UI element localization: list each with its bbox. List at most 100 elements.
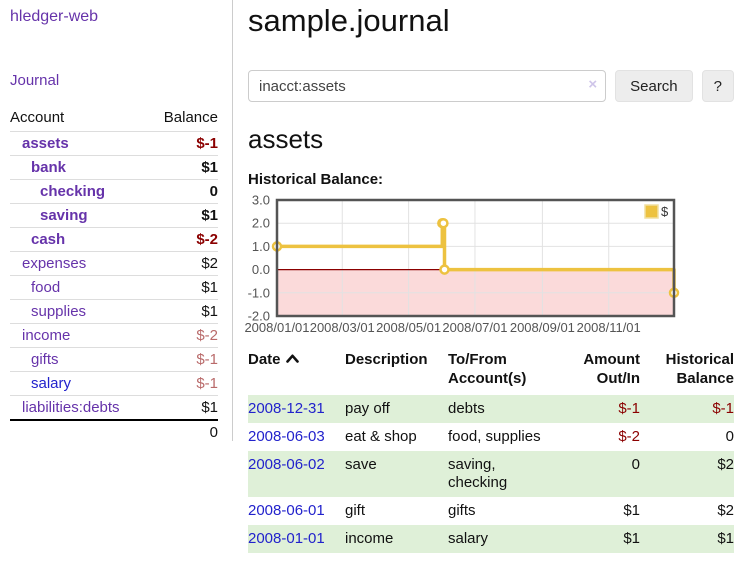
legend-swatch — [644, 204, 659, 219]
register-header-description: Description — [345, 350, 448, 395]
account-link-food[interactable]: food — [31, 279, 61, 296]
transaction-date-link[interactable]: 2008-12-31 — [248, 400, 325, 417]
register-header-tofrom: To/From Account(s) — [448, 350, 558, 395]
account-balance: $-1 — [196, 375, 218, 392]
account-row: bank $1 — [10, 155, 218, 180]
register-row: 2008-06-03 eat & shop food, supplies $-2 0 — [248, 423, 734, 451]
account-row: food $1 — [10, 275, 218, 300]
account-balance: $2 — [201, 255, 218, 272]
sidebar: hledger-web Journal Account Balance asse… — [0, 0, 226, 444]
transaction-amount: $-1 — [618, 400, 640, 417]
header-label: Date — [248, 351, 281, 368]
account-balance: $1 — [201, 399, 218, 416]
plot-border — [275, 198, 676, 318]
brand-link[interactable]: hledger-web — [10, 8, 99, 25]
account-row: checking 0 — [10, 179, 218, 204]
y-axis-label: -2.0 — [248, 309, 270, 324]
transaction-date-link[interactable]: 2008-06-01 — [248, 502, 325, 519]
x-axis-label: 2008/01/01 — [244, 320, 309, 334]
account-row: liabilities:debts $1 — [10, 395, 218, 421]
account-row: salary $-1 — [10, 371, 218, 396]
transaction-balance: 0 — [725, 428, 734, 445]
transaction-description: gift — [345, 502, 366, 519]
x-axis-label: 2008/11/01 — [577, 320, 641, 334]
register-header-row: Date Description To/From Account(s) Amount Ou… — [248, 350, 734, 395]
search-button[interactable]: Search — [615, 70, 693, 102]
header-label: To/From — [448, 351, 507, 368]
accounts-total-row: 0 — [10, 420, 218, 444]
header-label: Amount — [583, 351, 640, 368]
account-link-liabilities:debts[interactable]: liabilities:debts — [22, 399, 120, 416]
account-link-saving[interactable]: saving — [40, 207, 88, 224]
header-label: Out/In — [596, 370, 640, 387]
transaction-amount: $1 — [623, 502, 640, 519]
account-link-gifts[interactable]: gifts — [31, 351, 59, 368]
data-point-marker — [439, 264, 450, 275]
y-axis-label: 3.0 — [252, 194, 270, 208]
transaction-accounts: debts — [448, 400, 485, 417]
account-balance: $1 — [201, 207, 218, 224]
y-axis-label: 0.0 — [252, 262, 270, 277]
transaction-accounts: saving, checking — [448, 456, 508, 491]
x-axis-label: 2008/03/01 — [310, 320, 375, 334]
search-input[interactable] — [248, 70, 607, 102]
search-bar: × Search ? — [248, 70, 734, 102]
accounts-header-balance: Balance — [163, 109, 218, 126]
account-row: saving $1 — [10, 203, 218, 228]
header-label: Description — [345, 351, 428, 368]
account-balance: $-1 — [196, 135, 218, 152]
transaction-amount: $1 — [623, 530, 640, 547]
data-point-marker — [438, 217, 449, 229]
account-link-income[interactable]: income — [22, 327, 71, 344]
account-balance: $-1 — [196, 351, 218, 368]
transaction-balance: $2 — [717, 502, 734, 519]
register-header-date[interactable]: Date — [248, 350, 345, 395]
transaction-accounts: food, supplies — [448, 428, 541, 445]
account-link-salary[interactable]: salary — [31, 375, 72, 392]
transaction-date-link[interactable]: 2008-06-02 — [248, 456, 325, 473]
y-axis-label: 1.0 — [252, 239, 270, 254]
main-content: sample.journal × Search ? assets Histori… — [244, 0, 734, 553]
help-button[interactable]: ? — [701, 70, 734, 102]
header-label: Balance — [676, 370, 734, 387]
transaction-balance: $1 — [717, 530, 734, 547]
account-row: assets $-1 — [10, 131, 218, 156]
account-balance: $-2 — [196, 231, 218, 248]
legend-label: $ — [661, 204, 669, 219]
x-axis-label: 2008/07/01 — [442, 320, 507, 334]
account-link-expenses[interactable]: expenses — [22, 255, 87, 272]
transaction-description: pay off — [345, 400, 390, 417]
search-field-wrap: × — [248, 70, 607, 102]
account-link-supplies[interactable]: supplies — [31, 303, 87, 320]
account-balance: $1 — [201, 279, 218, 296]
page-title: sample.journal — [248, 3, 450, 38]
account-link-assets[interactable]: assets — [22, 135, 69, 152]
register-header-amount: Amount Out/In — [558, 350, 640, 395]
register-row: 2008-12-31 pay off debts $-1 $-1 — [248, 395, 734, 423]
accounts-total-balance: 0 — [209, 424, 218, 441]
sort-asc-icon — [285, 354, 299, 363]
account-row: gifts $-1 — [10, 347, 218, 372]
account-balance: $1 — [201, 159, 218, 176]
accounts-table: Account Balance assets $-1 bank $1 checking 0… — [10, 106, 218, 444]
clear-search-icon[interactable]: × — [588, 76, 598, 93]
transaction-description: eat & shop — [345, 428, 417, 445]
sidebar-divider — [232, 0, 233, 441]
account-heading: assets — [248, 124, 324, 154]
transaction-accounts: gifts — [448, 502, 476, 519]
y-axis-label: 2.0 — [252, 216, 270, 231]
transaction-amount: 0 — [631, 456, 640, 473]
transaction-date-link[interactable]: 2008-01-01 — [248, 530, 325, 547]
account-row: supplies $1 — [10, 299, 218, 324]
account-balance: 0 — [209, 183, 218, 200]
y-axis-label: -1.0 — [248, 285, 270, 300]
chart-title: Historical Balance: — [248, 171, 384, 188]
sidebar-item-journal[interactable]: Journal — [10, 72, 60, 89]
accounts-header-account: Account — [10, 109, 65, 126]
account-link-checking[interactable]: checking — [40, 183, 106, 200]
account-row: cash $-2 — [10, 227, 218, 252]
account-link-cash[interactable]: cash — [31, 231, 66, 248]
account-link-bank[interactable]: bank — [31, 159, 67, 176]
transaction-date-link[interactable]: 2008-06-03 — [248, 428, 325, 445]
